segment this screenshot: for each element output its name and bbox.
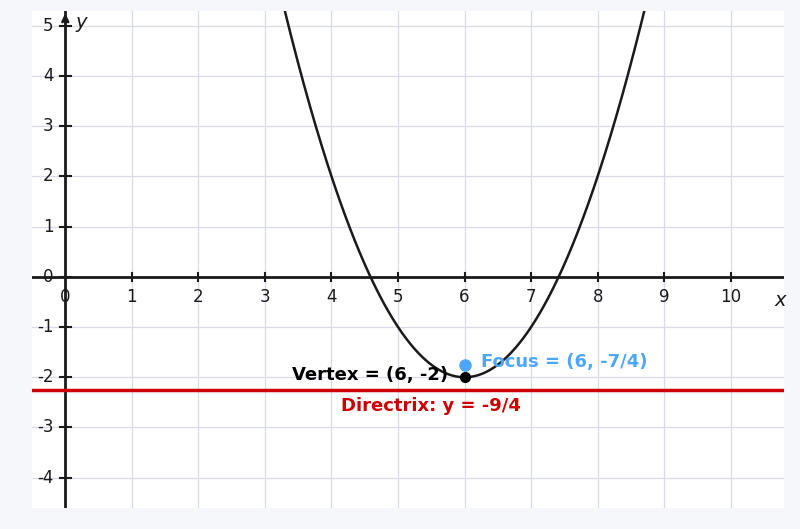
Text: 6: 6 (459, 288, 470, 306)
Text: 3: 3 (260, 288, 270, 306)
Text: -4: -4 (37, 469, 54, 487)
Text: -2: -2 (37, 368, 54, 386)
Text: 8: 8 (593, 288, 603, 306)
Text: 10: 10 (720, 288, 742, 306)
Text: 5: 5 (42, 16, 54, 34)
Text: 0: 0 (42, 268, 54, 286)
Text: y: y (75, 13, 86, 32)
Text: 7: 7 (526, 288, 536, 306)
Text: x: x (774, 291, 786, 310)
Text: 1: 1 (42, 217, 54, 235)
Text: Focus = (6, -7/4): Focus = (6, -7/4) (482, 353, 648, 371)
Text: 5: 5 (393, 288, 403, 306)
Text: 1: 1 (126, 288, 137, 306)
Text: 9: 9 (659, 288, 670, 306)
Text: 4: 4 (42, 67, 54, 85)
Text: Vertex = (6, -2): Vertex = (6, -2) (292, 366, 448, 384)
Text: 0: 0 (60, 288, 70, 306)
Text: Directrix: y = -9/4: Directrix: y = -9/4 (342, 397, 522, 415)
Text: 4: 4 (326, 288, 337, 306)
Text: 2: 2 (42, 167, 54, 185)
Text: 2: 2 (193, 288, 204, 306)
Text: 3: 3 (42, 117, 54, 135)
Text: -3: -3 (37, 418, 54, 436)
Text: -1: -1 (37, 318, 54, 336)
